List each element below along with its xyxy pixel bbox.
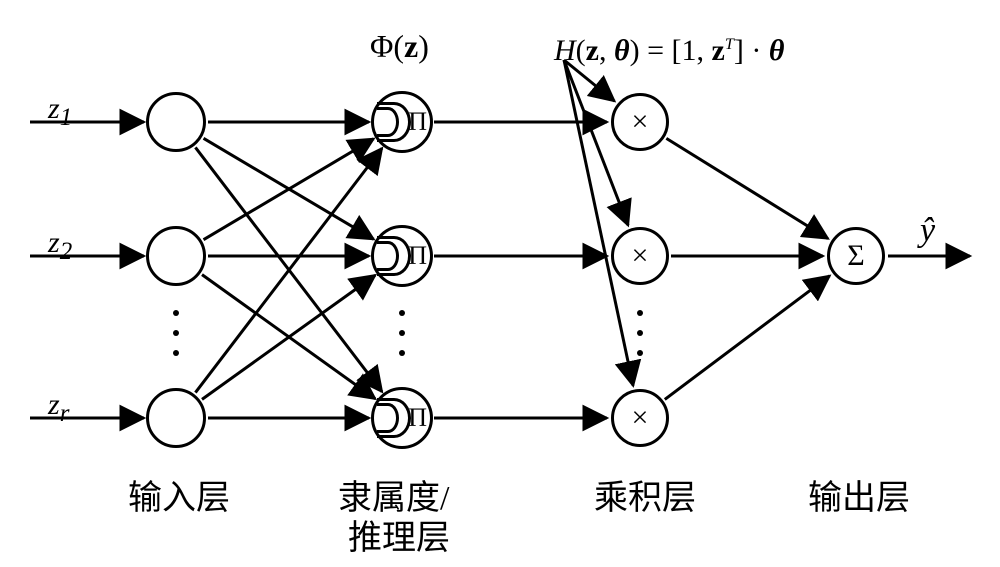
product-node-2: ×	[611, 227, 669, 285]
y-hat: ŷ	[920, 212, 935, 250]
input-label-zr: zr	[48, 388, 69, 428]
layer-label-product: 乘积层	[594, 470, 696, 519]
product-node-3: ×	[611, 389, 669, 447]
layer-label-input: 输入层	[128, 470, 230, 519]
layer-label-output: 输出层	[808, 470, 910, 519]
input-node-zr	[146, 388, 206, 448]
input-label-z2: z2	[48, 226, 72, 266]
membership-node-2: Π	[371, 225, 433, 287]
input-node-z2	[146, 226, 206, 286]
input-label-z1: z1	[48, 92, 72, 132]
phi-formula: Φ(z)	[370, 28, 429, 65]
diagram-canvas: z1 z2 zr Φ(z) H(z, θ) = [1, zT] · θ ŷ Π …	[0, 0, 1000, 567]
membership-node-3: Π	[371, 387, 433, 449]
layer-label-membership-2: 推理层	[348, 510, 450, 559]
membership-node-1: Π	[371, 91, 433, 153]
vdots-membership	[399, 310, 405, 356]
vdots-product	[637, 310, 643, 356]
output-node-sum: Σ	[827, 227, 885, 285]
product-node-1: ×	[611, 93, 669, 151]
h-formula: H(z, θ) = [1, zT] · θ	[554, 28, 784, 68]
input-node-z1	[146, 92, 206, 152]
vdots-input	[173, 310, 179, 356]
